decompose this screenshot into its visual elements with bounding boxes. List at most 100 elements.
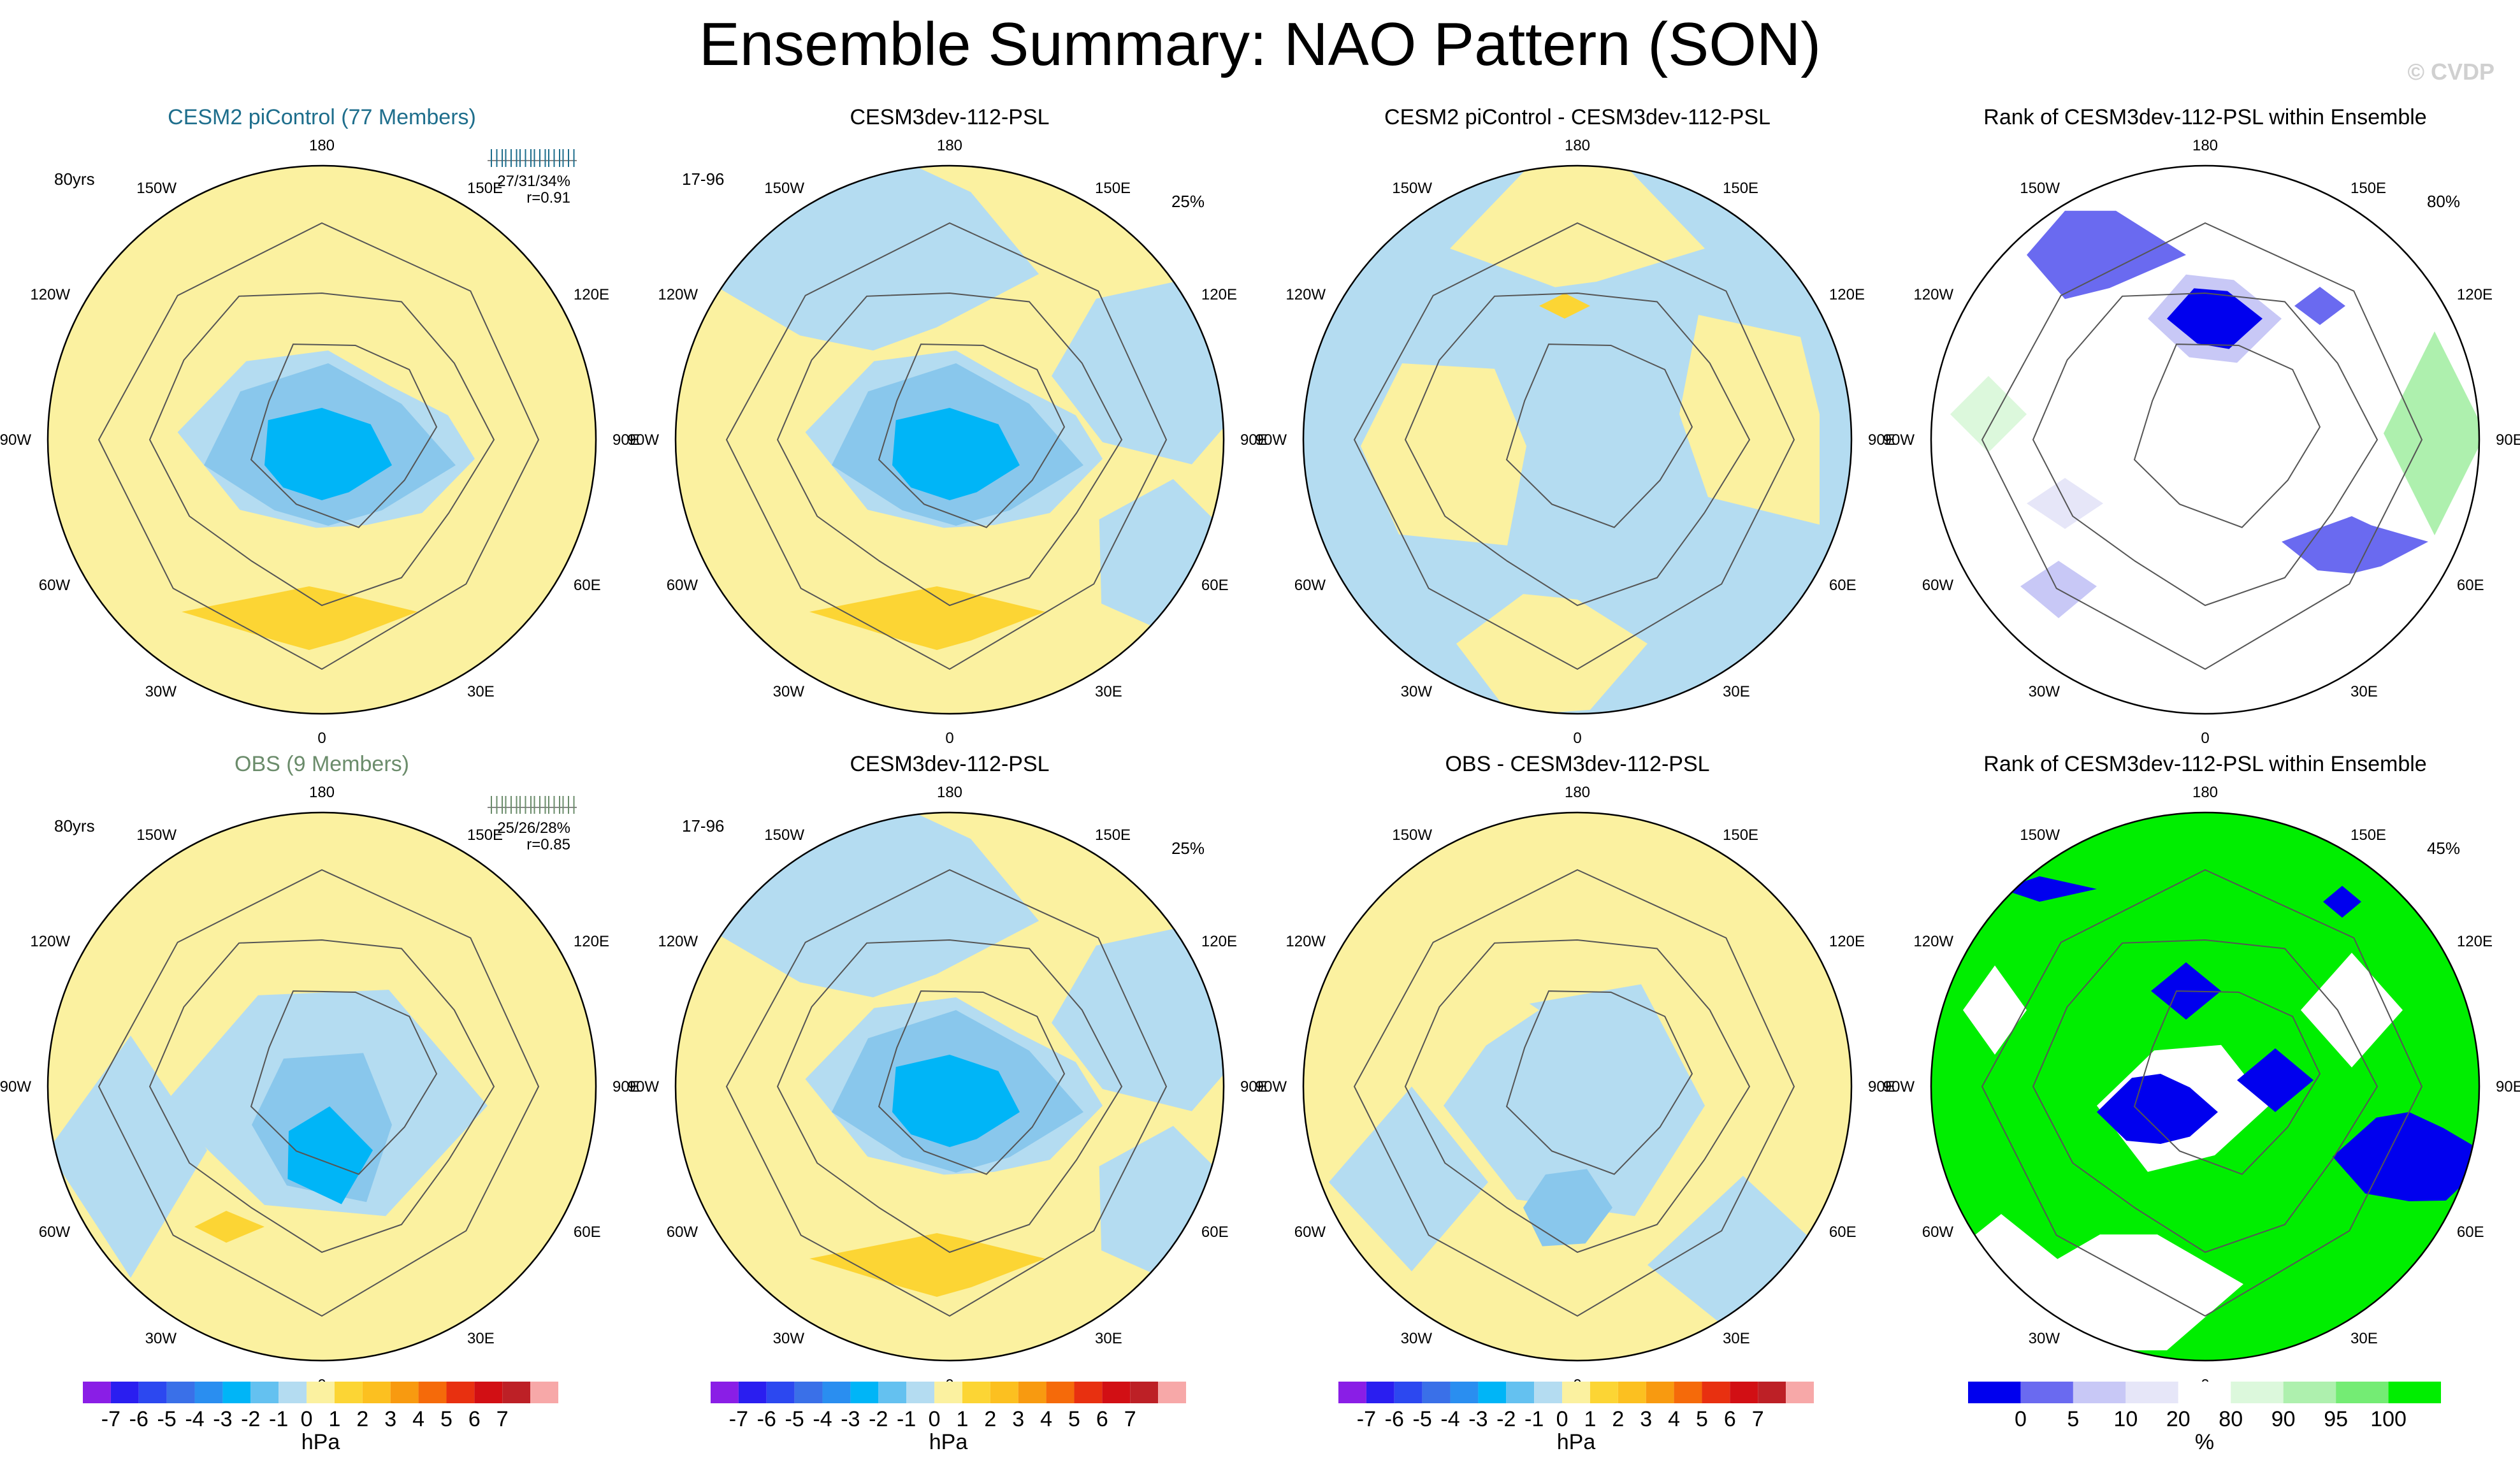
coastline-contour [776,939,1123,1254]
colorbar-tick: -3 [841,1407,860,1431]
colorbar-tick: 2 [356,1407,368,1431]
coastline-contour [1404,292,1751,607]
colorbar-swatch [1074,1382,1103,1403]
coastline-contour [1981,869,2423,1317]
colorbar-tick: -1 [1524,1407,1544,1431]
colorbar-swatch [1758,1382,1786,1403]
lon-label: 0 [1573,730,1581,747]
lon-label: 60E [574,1224,601,1241]
lon-label: 30E [467,1330,495,1347]
colorbar-unit: % [2195,1430,2214,1454]
colorbar-swatch [1786,1382,1814,1403]
colorbar-swatch [1046,1382,1075,1403]
negative-difference-core [1523,1169,1612,1247]
colorbar-tick: -7 [1357,1407,1376,1431]
colorbar-swatch [1338,1382,1366,1403]
lon-label: 150E [467,827,503,844]
colorbar-tick: 90 [2271,1407,2296,1431]
colorbar-unit: hPa [1557,1430,1596,1454]
lon-label: 90E [2496,1078,2520,1095]
colorbar-tick: 4 [1668,1407,1680,1431]
lon-label: 30W [1401,1330,1433,1347]
lon-label: 90E [1240,431,1268,449]
lon-label: 60E [1829,577,1857,594]
colorbar-swatch [934,1382,962,1403]
lon-label: 30E [1095,1330,1122,1347]
colorbar-swatch [250,1382,279,1403]
high-pressure-center [809,1233,1045,1297]
colorbar-swatch [1646,1382,1674,1403]
lon-label: 150E [467,180,503,197]
lon-label: 150W [136,827,177,844]
lon-label: 90W [0,431,31,449]
colorbar-tick: -3 [213,1407,232,1431]
lon-label: 120W [1913,933,1953,950]
colorbar-swatch [2231,1382,2284,1403]
lon-label: 180 [937,784,962,801]
lon-label: 150E [1095,180,1131,197]
lon-label: 90W [1883,1078,1915,1095]
colorbar-swatch [502,1382,531,1403]
colorbar-swatch [2336,1382,2389,1403]
colorbar-2: -7 -6 -5 -4 -3 -2 -1 0 1 2 3 4 5 6 7 hPa [711,1382,1186,1454]
lon-label: 150W [136,180,177,197]
map-panel-1: 180 150E 120E 90E 60E 30E 0 30W 60W 90W 120W 150W CE… [0,105,640,747]
field-layer [177,350,475,650]
colorbar-swatch [794,1382,823,1403]
lon-label: 30E [467,683,495,700]
colorbar-swatch [906,1382,935,1403]
lon-label: 120E [1201,286,1237,303]
colorbar-swatch [1394,1382,1423,1403]
colorbar-tick: 95 [2324,1407,2348,1431]
lon-label: 30E [1723,683,1750,700]
colorbar-swatch [2388,1382,2441,1403]
lon-label: 30W [145,683,177,700]
lon-label: 30E [2350,1330,2378,1347]
colorbar-tick: 7 [1752,1407,1764,1431]
lon-label: 30W [773,683,805,700]
positive-difference-region [1361,363,1526,546]
colorbar-tick: 4 [1040,1407,1052,1431]
lon-label: 90E [1240,1078,1268,1095]
lon-label: 120W [30,286,70,303]
lon-label: 90W [628,431,660,449]
coastlines [1353,222,1795,670]
colorbar-3: -7 -6 -5 -4 -3 -2 -1 0 1 2 3 4 5 6 7 hPa [1338,1382,1814,1454]
coastline-contour [1353,222,1795,670]
lon-label: 90W [1883,431,1915,449]
colorbar-tick: -6 [1385,1407,1404,1431]
pct-label: 80% [2427,192,2460,211]
positive-difference-region [1679,315,1820,525]
pattern-stats: 25/26/28% [497,820,570,837]
coastline-contour [1353,869,1795,1317]
colorbar-swatch [166,1382,195,1403]
high-rank-region [1950,376,2027,452]
panel-title: CESM3dev-112-PSL [850,752,1049,776]
lon-label: 60W [39,1224,71,1241]
field-layer [1950,210,2479,618]
colorbar-swatch [2020,1382,2073,1403]
coastline-contour [1981,222,2423,670]
lon-label: 120W [1285,286,1326,303]
colorbar-tick: 2 [984,1407,996,1431]
map-border [674,164,1225,715]
positive-anomaly-region [695,166,1039,350]
coastlines [98,222,540,670]
map-panel-7: 180150E120E90E60E30E030W60W90W120W150WOB… [1256,752,1895,1394]
colorbar-swatch [1589,1382,1618,1403]
colorbar-swatch [1158,1382,1186,1403]
colorbar-tick: 6 [1724,1407,1736,1431]
low-rank-region [2027,210,2186,300]
colorbar-swatch [1422,1382,1451,1403]
colorbar-swatch [1506,1382,1535,1403]
lon-label: 30W [773,1330,805,1347]
lon-label: 180 [1565,784,1590,801]
mid-rank-region [2014,1234,2243,1350]
lon-label: 0 [317,730,326,747]
minimum-center [892,1055,1020,1147]
lon-label: 150W [2020,180,2060,197]
lon-label: 120E [1201,933,1237,950]
colorbar-tick: -1 [897,1407,916,1431]
positive-difference-region [1450,166,1705,287]
